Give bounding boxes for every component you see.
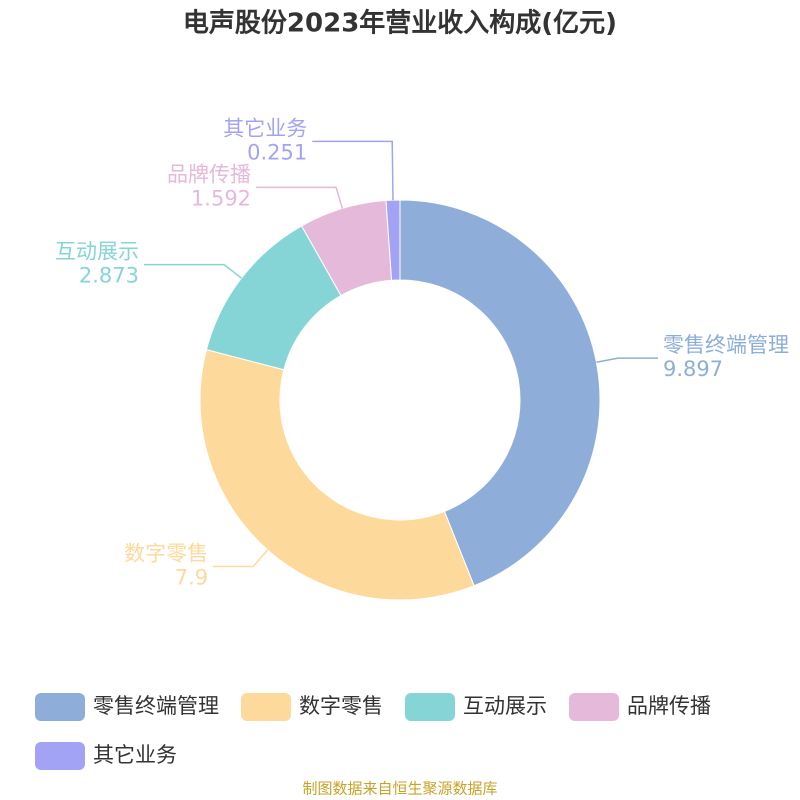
- slice-label: 互动展示: [55, 240, 139, 264]
- legend-swatch: [405, 693, 455, 721]
- leader-line: [144, 263, 242, 279]
- legend-label: 其它业务: [93, 743, 177, 767]
- value-label: 2.873: [79, 264, 139, 288]
- slice: [399, 199, 601, 587]
- slice-label: 数字零售: [124, 541, 208, 565]
- legend-swatch: [35, 742, 85, 770]
- slice-label: 品牌传播: [167, 162, 251, 186]
- slice-label: 零售终端管理: [663, 333, 789, 357]
- legend-label: 零售终端管理: [93, 694, 219, 718]
- legend-label: 数字零售: [299, 694, 383, 718]
- source: 制图数据来自恒生聚源数据库: [302, 780, 497, 798]
- value-label: 0.251: [247, 140, 307, 164]
- value-label: 7.9: [175, 565, 208, 589]
- chart-title: 电声股份2023年营业收入构成(亿元): [183, 8, 617, 39]
- leader-line: [213, 549, 269, 568]
- value-label: 1.592: [191, 186, 251, 210]
- legend-label: 互动展示: [463, 694, 547, 718]
- value-label: 9.897: [663, 357, 723, 381]
- leader-line: [596, 357, 659, 364]
- legend-swatch: [241, 693, 291, 721]
- leader-line: [312, 140, 394, 201]
- slice: [385, 199, 401, 281]
- leader-line: [256, 186, 344, 209]
- legend-label: 品牌传播: [627, 694, 711, 718]
- legend-swatch: [35, 693, 85, 721]
- slice: [199, 349, 475, 601]
- slice-label: 其它业务: [223, 116, 307, 140]
- legend-swatch: [569, 693, 619, 721]
